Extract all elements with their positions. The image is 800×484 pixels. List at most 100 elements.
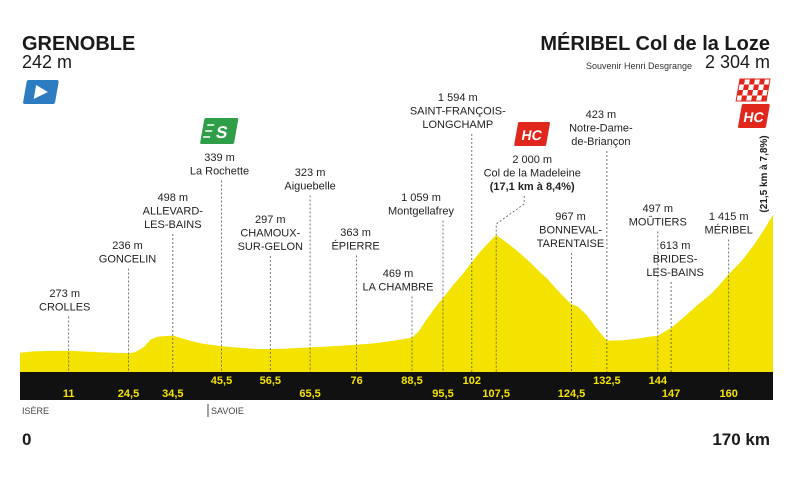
waypoint-name-label: TARENTAISE (537, 238, 604, 250)
waypoint-name-label: MÉRIBEL (705, 224, 753, 237)
waypoint-name-label: La Rochette (190, 166, 249, 178)
waypoint-name-label: LES-BAINS (144, 219, 201, 231)
waypoint-goncelin: 236 m GONCELIN (99, 240, 157, 372)
km-marker-label: 56,5 (260, 375, 281, 387)
distance-end-label: 170 km (712, 430, 770, 449)
checker-square (741, 95, 748, 101)
km-marker-label: 95,5 (432, 388, 453, 400)
waypoint-name-label: SUR-GELON (238, 241, 303, 253)
km-marker-label: 132,5 (593, 375, 621, 387)
waypoint-name-label: ALLEVARD- (143, 206, 204, 218)
waypoint-altitude-label: 498 m (158, 192, 189, 204)
km-band (20, 372, 773, 400)
checker-square (753, 84, 760, 90)
km-marker-label: 11 (63, 388, 75, 400)
waypoint-name-label: CROLLES (39, 302, 90, 314)
waypoint-crolles: 273 m CROLLES (39, 288, 90, 372)
waypoint-la-rochette: 339 m La Rochette S (190, 118, 249, 372)
region-label-isere: ISÈRE (22, 406, 49, 416)
km-markers: 11 24,5 34,5 45,5 56,5 65,5 76 88,5 95,5 102107,5… (63, 375, 738, 400)
checker-square (739, 79, 745, 85)
waypoint-chamoux-sur-gelon: 297 m CHAMOUX-SUR-GELON (238, 214, 303, 372)
waypoint-name-label: MOÛTIERS (629, 216, 687, 229)
region-label-savoie: SAVOIE (211, 406, 244, 416)
km-marker-label: 45,5 (211, 375, 232, 387)
waypoint-altitude-label: 469 m (383, 268, 414, 280)
waypoint-name-label: BONNEVAL- (539, 225, 602, 237)
waypoint-name-label: Notre-Dame- (569, 123, 633, 135)
checker-square (751, 95, 758, 101)
finish-name: MÉRIBEL Col de la Loze (540, 32, 770, 55)
sprint-icon: S (200, 118, 239, 144)
waypoint-altitude-label: 236 m (112, 240, 143, 252)
finish-header: MÉRIBEL Col de la Loze Souvenir Henri De… (540, 32, 771, 213)
waypoint-altitude-label: 339 m (204, 152, 235, 164)
checker-border (735, 78, 771, 102)
start-flag-arrow (33, 85, 48, 99)
km-marker-label: 144 (649, 375, 668, 387)
hc-climb-icon: HC (514, 122, 550, 146)
waypoint-name-label: GONCELIN (99, 254, 157, 266)
waypoint-altitude-label: 363 m (340, 227, 371, 239)
checkered-flag-icon (735, 78, 771, 102)
waypoint-saint-francois-longchamp: 1 594 m SAINT-FRANÇOIS-LONGCHAMP (410, 92, 506, 372)
waypoint-name-label: LA CHAMBRE (363, 282, 434, 294)
start-header: GRENOBLE 242 m (22, 33, 135, 104)
waypoint-montgellafrey: 1 059 m Montgellafrey (388, 192, 455, 372)
km-marker-label: 24,5 (118, 388, 139, 400)
km-marker-label: 124,5 (558, 388, 586, 400)
waypoint-altitude-label: 1 059 m (401, 192, 441, 204)
km-marker-label: 102 (463, 375, 481, 387)
waypoint-name-label: LES-BAINS (646, 267, 703, 279)
waypoint-la-chambre: 469 m LA CHAMBRE (363, 268, 434, 372)
waypoint-altitude-label: 273 m (49, 288, 80, 300)
waypoint-aiguebelle: 323 m Aiguebelle (284, 167, 336, 372)
waypoint-name-label: CHAMOUX- (240, 228, 300, 240)
elevation-profile (20, 214, 773, 372)
checker-square (737, 90, 744, 96)
checker-square (757, 90, 764, 96)
start-flag-icon (23, 80, 59, 104)
waypoint-name-label: ÉPIERRE (331, 240, 379, 253)
waypoint-altitude-label: 323 m (295, 167, 326, 179)
finish-altitude: 2 304 m (705, 52, 770, 72)
km-marker-label: 76 (350, 375, 362, 387)
checker-square (749, 79, 755, 85)
hc-climb-icon: HC (738, 104, 770, 128)
km-marker-label: 34,5 (162, 388, 183, 400)
start-altitude: 242 m (22, 52, 72, 72)
km-marker-label: 147 (662, 388, 680, 400)
checker-square (763, 84, 770, 90)
waypoint-altitude-label: 297 m (255, 214, 286, 226)
badge-label: S (215, 122, 230, 142)
badge-background (514, 122, 550, 146)
checker-square (759, 79, 765, 85)
waypoint-allevard-les-bains: 498 m ALLEVARD-LES-BAINS (143, 192, 204, 372)
waypoint-altitude-label: 1 415 m (709, 211, 749, 223)
hc-badge-background (738, 104, 770, 128)
checker-square (761, 95, 768, 101)
climb-stats-label: (17,1 km à 8,4%) (490, 181, 575, 193)
km-marker-label: 65,5 (299, 388, 320, 400)
start-city-name: GRENOBLE (22, 33, 135, 55)
waypoint-altitude-label: 423 m (586, 109, 617, 121)
checker-square (747, 90, 754, 96)
waypoint-altitude-label: 497 m (643, 203, 674, 215)
km-marker-label: 107,5 (482, 388, 510, 400)
waypoint-altitude-label: 967 m (555, 211, 586, 223)
km-marker-label: 88,5 (401, 375, 422, 387)
checker-square (743, 84, 750, 90)
waypoint-altitude-label: 2 000 m (512, 154, 552, 166)
finish-category-label: HC (742, 109, 765, 125)
waypoint-altitude-label: 613 m (660, 240, 691, 252)
waypoint-bonneval-tarentaise: 967 m BONNEVAL-TARENTAISE (537, 211, 604, 372)
waypoint-name-label: Aiguebelle (284, 181, 335, 193)
distance-start-label: 0 (22, 430, 31, 449)
waypoint-col-de-la-madeleine: 2 000 m Col de la Madeleine(17,1 km à 8,4… (484, 122, 581, 372)
waypoint-name-label: LONGCHAMP (422, 119, 493, 131)
